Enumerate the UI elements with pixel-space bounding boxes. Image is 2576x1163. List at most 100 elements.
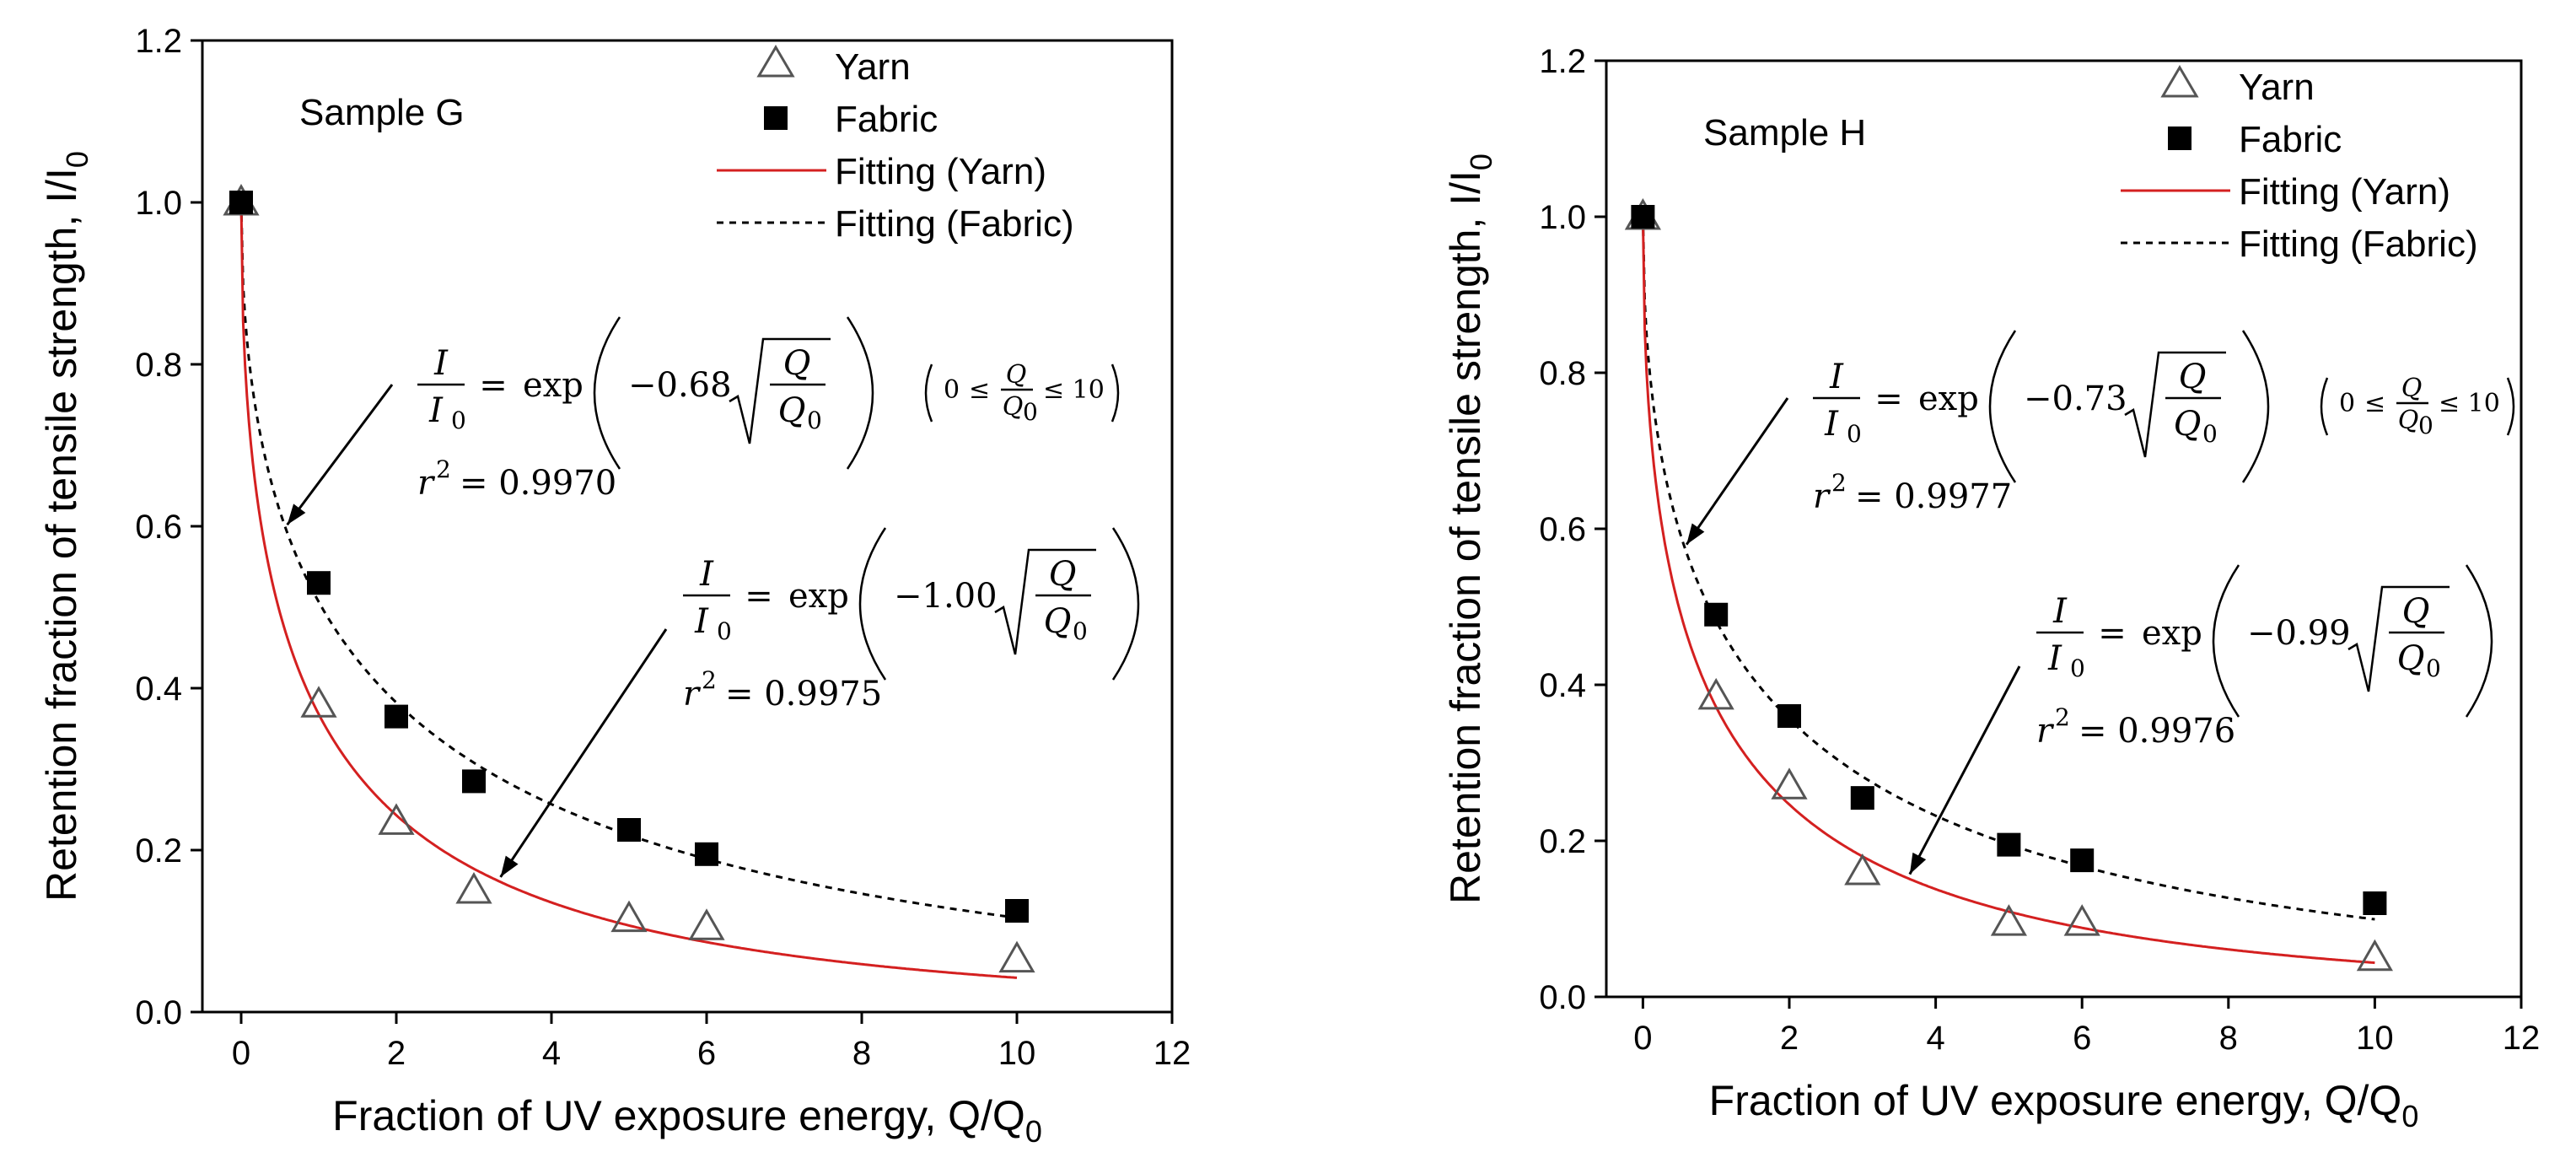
eq-range-right-paren <box>2506 377 2515 436</box>
eq-numerator: I <box>2052 592 2068 631</box>
x-axis-title-subscript: 0 <box>1025 1114 1042 1149</box>
y-tick-label: 1.0 <box>1539 199 1586 236</box>
x-axis-title: Fraction of UV exposure energy, Q/Q0 <box>332 1092 1042 1149</box>
legend-yarn-marker <box>756 45 795 78</box>
eq-subscript: 0 <box>717 617 732 645</box>
yarn-point <box>1990 904 2027 936</box>
eq-coefficient: −0.68 <box>628 366 732 405</box>
eq-equals: = <box>745 577 773 616</box>
eq-range-zero: 0 <box>2339 389 2355 418</box>
fabric-point <box>229 191 253 214</box>
y-tick-label: 0.8 <box>1539 355 1586 392</box>
x-axis-title-text: Fraction of UV exposure energy, Q/Q <box>332 1092 1025 1139</box>
x-tick-label: 4 <box>542 1035 561 1072</box>
eq-q-subscript: 0 <box>1073 617 1088 645</box>
legend-fabric-marker <box>2168 127 2191 150</box>
eq-right-paren <box>1111 527 1140 681</box>
fabric-point <box>1631 205 1655 229</box>
y-axis-title-text: Retention fraction of tensile strength, … <box>38 168 85 902</box>
eq-range-q: Q <box>1006 360 1027 390</box>
x-tick-label: 12 <box>2503 1020 2541 1057</box>
y-tick-label: 0.6 <box>1539 511 1586 548</box>
eq-coefficient: −1.00 <box>894 577 998 616</box>
yarn-arrow-head <box>500 855 519 877</box>
fabric-arrow-head <box>287 503 306 525</box>
eq-range-subscript: 0 <box>2418 412 2433 439</box>
legend-fit-yarn-label: Fitting (Yarn) <box>835 151 1046 192</box>
eq-range-upper: ≤ 10 <box>2439 389 2500 418</box>
yarn-point <box>1697 677 1734 710</box>
eq-q-denominator: Q <box>2174 405 2202 444</box>
y-tick-label: 1.0 <box>135 185 182 222</box>
yarn-point <box>610 900 648 933</box>
legend-fit-yarn-label: Fitting (Yarn) <box>2239 171 2450 213</box>
y-tick-label: 1.2 <box>1539 43 1586 80</box>
eq-r: r <box>683 675 702 713</box>
eq-range-leq: ≤ <box>2364 389 2385 418</box>
fabric-point <box>1005 899 1029 923</box>
yarn-point <box>455 871 492 904</box>
eq-subscript: 0 <box>1847 420 1862 448</box>
yarn-point <box>300 686 337 718</box>
fabric-arrow <box>286 384 394 526</box>
eq-numerator: I <box>699 555 714 594</box>
eq-q-subscript: 0 <box>2426 654 2441 682</box>
eq-denominator: I <box>2047 639 2062 678</box>
eq-r-squared: 2 <box>2055 703 2070 731</box>
eq-subscript: 0 <box>2070 654 2085 682</box>
eq-range-zero: 0 <box>944 375 960 405</box>
eq-q-subscript: 0 <box>807 407 822 434</box>
eq-range-q: Q <box>2401 374 2423 403</box>
eq-sqrt-sign <box>2347 585 2450 692</box>
fabric-point <box>1777 704 1801 728</box>
x-axis-title-text: Fraction of UV exposure energy, Q/Q <box>1709 1077 2402 1124</box>
eq-equals: = <box>479 366 508 405</box>
yarn-arrow <box>499 628 668 878</box>
eq-range-upper: ≤ 10 <box>1043 375 1105 405</box>
eq-r-squared: 2 <box>436 455 451 483</box>
eq-range-q0: Q <box>2398 406 2419 435</box>
x-tick-label: 10 <box>998 1035 1036 1072</box>
y-tick-label: 0.0 <box>135 994 182 1031</box>
eq-denominator: I <box>428 391 444 430</box>
eq-denominator: I <box>694 602 709 641</box>
y-tick-label: 0.2 <box>135 832 182 870</box>
eq-subscript: 0 <box>451 407 466 434</box>
fabric-point <box>385 704 408 729</box>
yarn-point <box>2356 939 2393 972</box>
yarn-arrow <box>1908 665 2021 875</box>
fabric-point <box>1850 786 1874 810</box>
eq-range-left-paren <box>2320 377 2329 436</box>
x-tick-label: 8 <box>852 1035 871 1072</box>
sample-label: Sample G <box>299 92 465 133</box>
eq-coefficient: −0.99 <box>2247 614 2351 653</box>
x-tick-label: 0 <box>1633 1020 1652 1057</box>
eq-r2-value: = 0.9970 <box>460 464 616 503</box>
legend-fabric-marker <box>764 106 788 130</box>
y-tick-label: 0.2 <box>1539 823 1586 860</box>
eq-right-paren <box>2241 330 2270 483</box>
legend-fabric-label: Fabric <box>2239 119 2342 160</box>
x-axis-title-subscript: 0 <box>2401 1099 2418 1133</box>
yarn-arrow-head <box>1909 852 1927 875</box>
legend-yarn-label: Yarn <box>2239 67 2315 108</box>
sample-label: Sample H <box>1703 112 1866 153</box>
eq-exp: exp <box>2142 614 2202 653</box>
x-axis-title: Fraction of UV exposure energy, Q/Q0 <box>1709 1077 2419 1133</box>
x-tick-label: 2 <box>387 1035 406 1072</box>
x-tick-label: 8 <box>2219 1020 2238 1057</box>
eq-exp: exp <box>1918 380 1979 418</box>
eq-left-paren <box>1988 330 2017 483</box>
eq-r: r <box>1813 477 1831 516</box>
eq-q-numerator: Q <box>783 344 811 383</box>
fabric-point <box>1997 832 2021 857</box>
y-axis-title-text: Retention fraction of tensile strength, … <box>1442 170 1489 904</box>
x-tick-label: 0 <box>232 1035 250 1072</box>
y-tick-label: 0.0 <box>1539 979 1586 1016</box>
eq-exp: exp <box>523 366 583 405</box>
